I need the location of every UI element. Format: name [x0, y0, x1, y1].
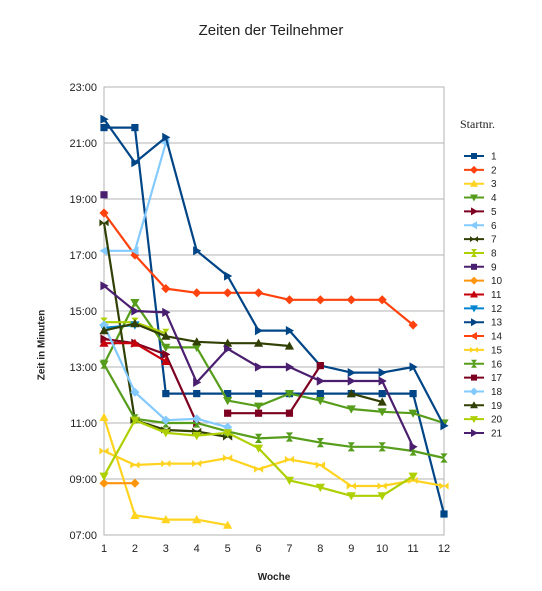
legend-item-18: 18 [491, 387, 503, 398]
data-point [255, 410, 262, 417]
legend-marker [470, 347, 478, 353]
data-point [100, 124, 107, 131]
x-tick-label: 10 [376, 543, 388, 555]
x-tick-label: 11 [407, 543, 418, 555]
legend-item-11: 11 [491, 290, 502, 301]
legend-item-12: 12 [491, 304, 503, 315]
data-point [131, 124, 138, 131]
x-tick-label: 7 [286, 543, 292, 555]
legend-marker [471, 153, 477, 159]
legend-item-2: 2 [491, 165, 497, 176]
legend-marker [470, 387, 478, 395]
data-point [224, 410, 231, 417]
data-point [162, 390, 169, 397]
legend-item-17: 17 [491, 373, 503, 384]
legend-marker [470, 277, 478, 285]
series-9 [100, 191, 107, 198]
legend-marker [471, 429, 478, 437]
legend-marker [471, 264, 477, 270]
data-point [317, 362, 324, 369]
legend-item-10: 10 [491, 276, 503, 287]
data-point [440, 510, 447, 517]
y-tick-label: 17:00 [69, 250, 97, 262]
y-tick-label: 23:00 [69, 82, 97, 94]
y-tick-label: 15:00 [69, 306, 97, 318]
legend-item-21: 21 [491, 429, 503, 440]
x-tick-label: 3 [163, 543, 169, 555]
legend-item-8: 8 [491, 248, 497, 259]
legend-item-19: 19 [491, 401, 503, 412]
data-point [409, 390, 416, 397]
legend-item-13: 13 [491, 318, 503, 329]
legend-item-1: 1 [491, 152, 497, 163]
data-point [100, 191, 107, 198]
legend-item-15: 15 [491, 345, 503, 356]
y-tick-label: 21:00 [69, 138, 97, 150]
data-point [193, 390, 200, 397]
legend-marker [470, 332, 477, 340]
data-point [317, 390, 324, 397]
data-point [286, 410, 293, 417]
y-tick-label: 19:00 [69, 194, 97, 206]
legend-marker [471, 207, 478, 215]
legend-marker [470, 166, 478, 174]
x-tick-label: 1 [101, 543, 107, 555]
legend-item-20: 20 [491, 415, 503, 426]
data-point [379, 390, 386, 397]
data-point [255, 390, 262, 397]
legend-item-5: 5 [491, 207, 497, 218]
x-tick-label: 6 [255, 543, 261, 555]
x-tick-label: 2 [132, 543, 138, 555]
legend-item-3: 3 [491, 179, 497, 190]
legend-item-16: 16 [491, 359, 503, 370]
x-tick-label: 5 [225, 543, 231, 555]
legend-item-6: 6 [491, 221, 497, 232]
legend-marker [471, 375, 477, 381]
legend-item-9: 9 [491, 262, 497, 273]
legend-marker [470, 221, 477, 229]
y-tick-label: 13:00 [69, 362, 97, 374]
legend-item-4: 4 [491, 193, 497, 204]
legend-marker [470, 236, 478, 242]
y-tick-label: 09:00 [69, 474, 97, 486]
legend-item-14: 14 [491, 332, 503, 343]
y-tick-label: 07:00 [69, 530, 97, 542]
y-tick-label: 11:00 [70, 418, 97, 430]
legend-item-7: 7 [491, 235, 497, 246]
x-tick-label: 4 [194, 543, 200, 555]
x-tick-label: 9 [348, 543, 354, 555]
x-tick-label: 8 [317, 543, 323, 555]
x-tick-label: 12 [438, 543, 450, 555]
legend-marker [471, 318, 478, 326]
